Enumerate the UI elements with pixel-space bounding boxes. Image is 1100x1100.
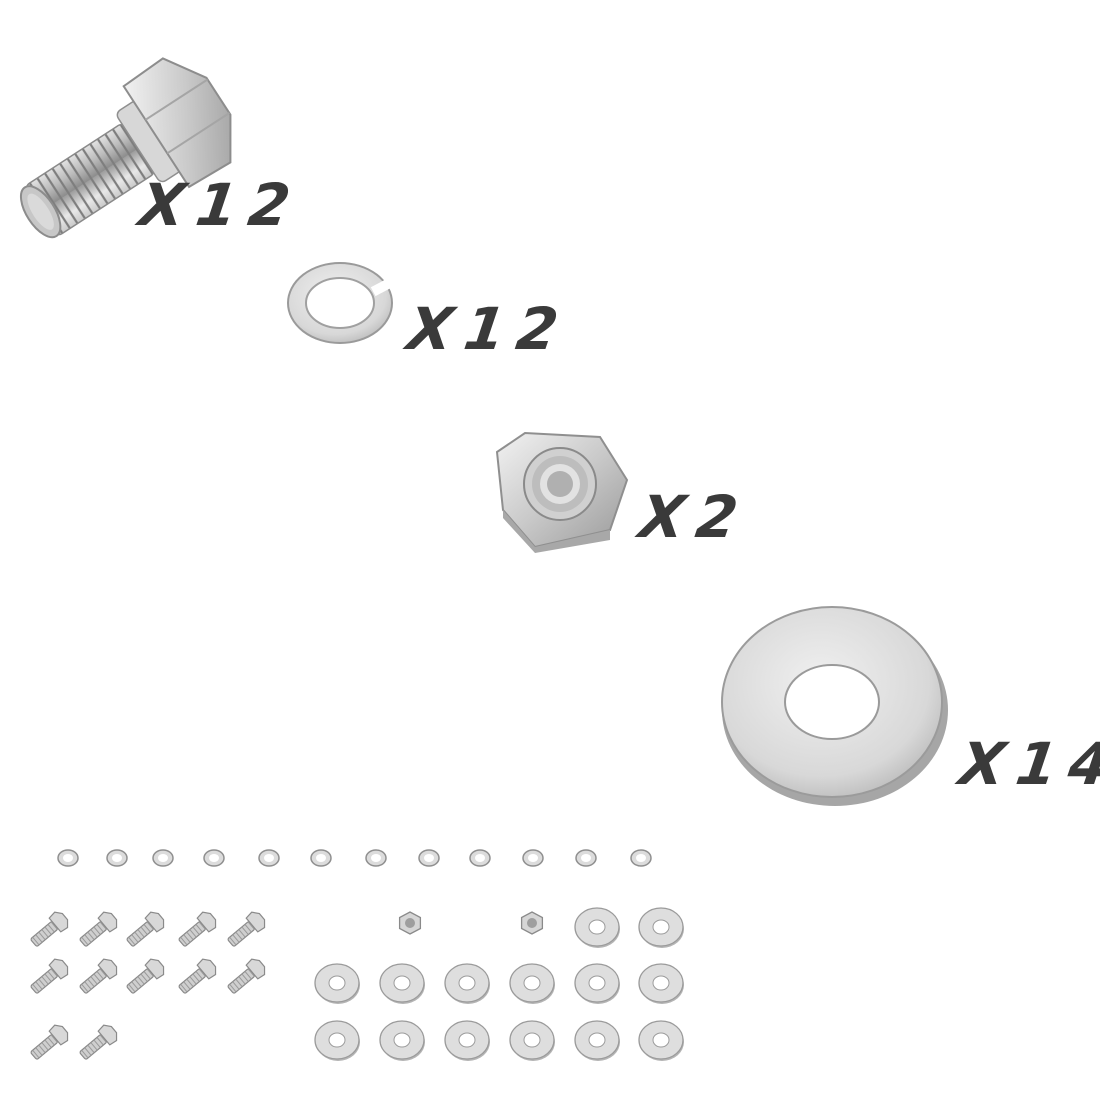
mini-spring-washer bbox=[310, 849, 332, 867]
mini-flat-washer bbox=[574, 1020, 620, 1061]
mini-spring-washer bbox=[575, 849, 597, 867]
mini-flat-washer bbox=[379, 963, 425, 1004]
mini-bolt bbox=[178, 911, 217, 947]
mini-spring-washer bbox=[469, 849, 491, 867]
mini-flat-washer bbox=[314, 1020, 360, 1061]
mini-flat-washer bbox=[314, 963, 360, 1004]
bolt-image bbox=[19, 57, 232, 239]
mini-bolt bbox=[79, 958, 118, 994]
mini-bolt bbox=[30, 958, 69, 994]
mini-bolt bbox=[227, 958, 266, 994]
mini-bolt bbox=[79, 1024, 118, 1060]
mini-spring-washer bbox=[522, 849, 544, 867]
mini-bolt bbox=[30, 1024, 69, 1060]
mini-bolt bbox=[126, 958, 165, 994]
mini-flat-washer bbox=[574, 907, 620, 948]
mini-spring-washer bbox=[152, 849, 174, 867]
mini-spring-washer bbox=[203, 849, 225, 867]
mini-flat-washer bbox=[509, 1020, 555, 1061]
mini-bolt bbox=[227, 911, 266, 947]
spring-washer-quantity: X12 bbox=[403, 295, 575, 363]
mini-flat-washer bbox=[638, 1020, 684, 1061]
mini-spring-washer bbox=[630, 849, 652, 867]
parts-overview bbox=[30, 849, 684, 1061]
mini-spring-washer bbox=[365, 849, 387, 867]
mini-bolt bbox=[30, 911, 69, 947]
mini-flat-washer bbox=[444, 963, 490, 1004]
mini-flat-washer bbox=[509, 963, 555, 1004]
mini-bolt bbox=[178, 958, 217, 994]
hex-nut-quantity: X2 bbox=[635, 483, 754, 551]
mini-flat-washer bbox=[444, 1020, 490, 1061]
mini-hex-nut bbox=[398, 911, 422, 935]
mini-flat-washer bbox=[638, 963, 684, 1004]
mini-flat-washer bbox=[574, 963, 620, 1004]
flat-washer-quantity: X14 bbox=[955, 730, 1100, 798]
mini-spring-washer bbox=[57, 849, 79, 867]
spring-washer-image bbox=[287, 262, 394, 344]
bolt-quantity: X12 bbox=[135, 171, 307, 239]
mini-flat-washer bbox=[638, 907, 684, 948]
mini-flat-washer bbox=[379, 1020, 425, 1061]
mini-hex-nut bbox=[520, 911, 544, 935]
hex-nut-image bbox=[495, 431, 629, 553]
mini-spring-washer bbox=[418, 849, 440, 867]
mini-bolt bbox=[126, 911, 165, 947]
mini-spring-washer bbox=[258, 849, 280, 867]
mini-spring-washer bbox=[106, 849, 128, 867]
flat-washer-image bbox=[721, 606, 948, 806]
mini-bolt bbox=[79, 911, 118, 947]
